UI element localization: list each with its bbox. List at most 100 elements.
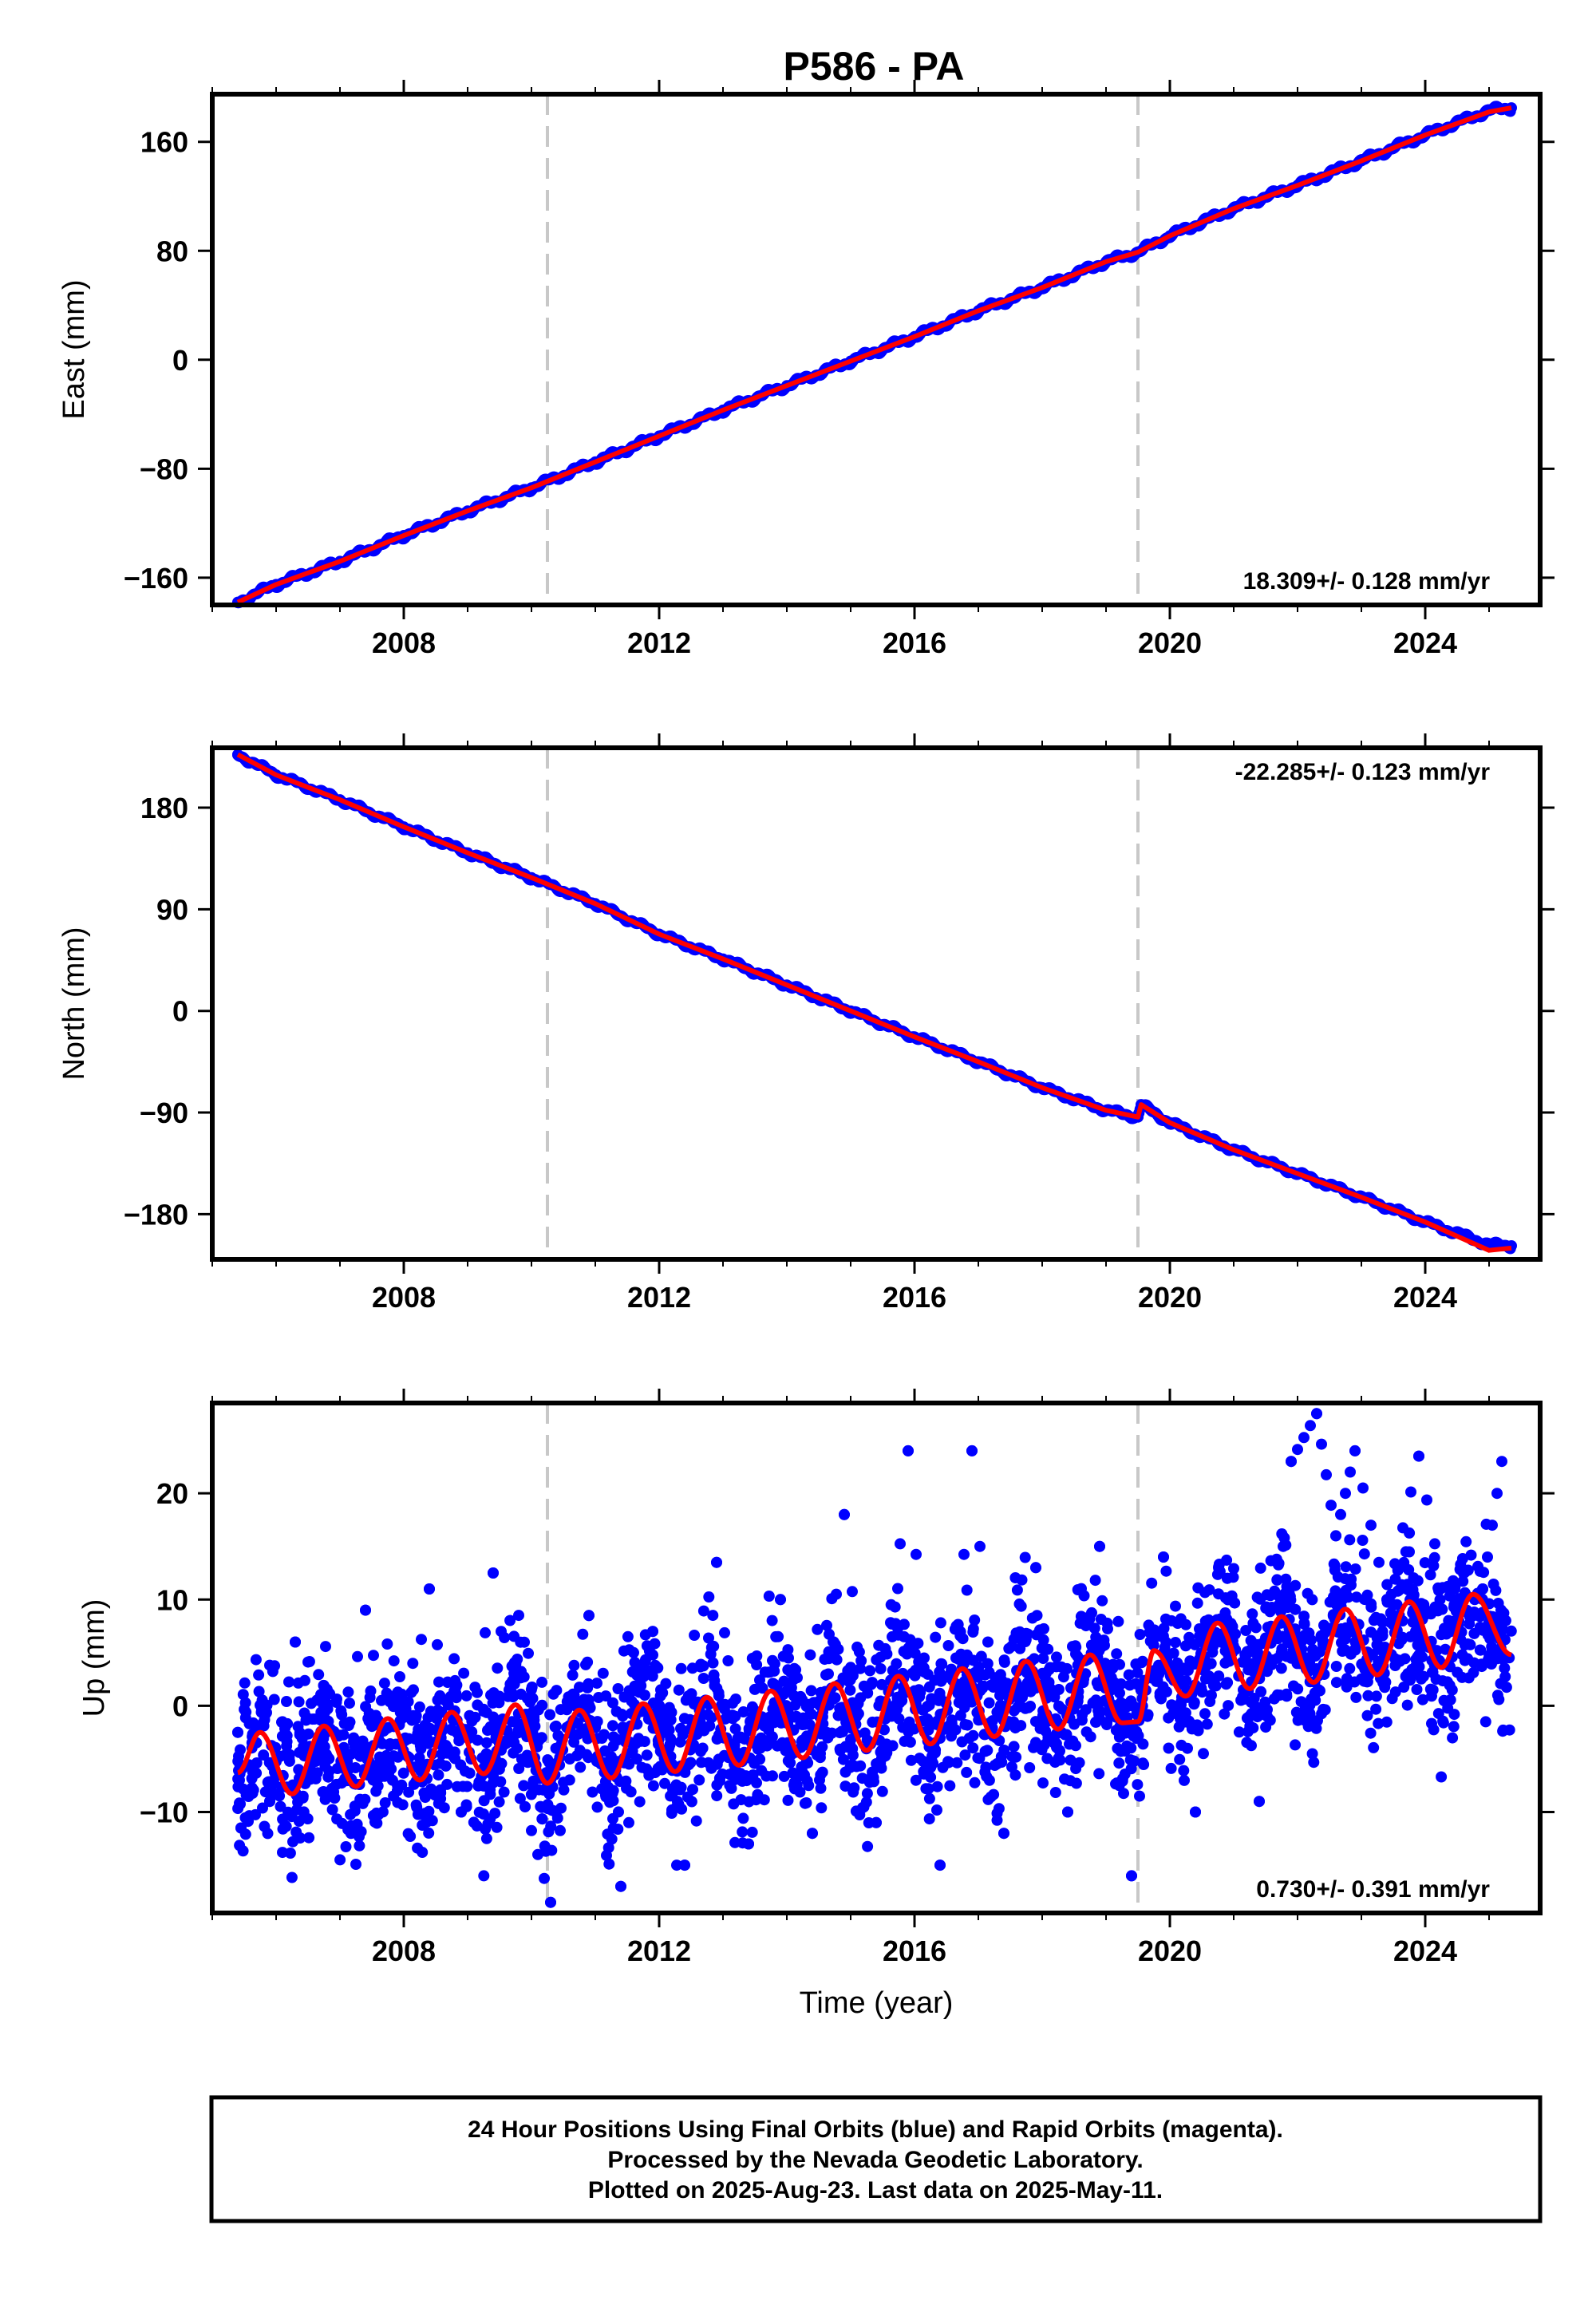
data-point: [1491, 1488, 1503, 1500]
plot-area: [212, 748, 1540, 1259]
data-point: [912, 1638, 924, 1650]
data-point: [1065, 1754, 1077, 1766]
data-point: [423, 1827, 435, 1839]
data-point: [381, 1687, 393, 1699]
data-point: [895, 1538, 906, 1550]
data-point: [1178, 1765, 1190, 1777]
data-point: [577, 1628, 589, 1640]
data-point: [379, 1797, 391, 1808]
data-point: [410, 1799, 422, 1811]
data-point: [239, 1828, 251, 1840]
data-point: [591, 1801, 603, 1813]
data-point: [1134, 1629, 1146, 1640]
data-point: [1411, 1684, 1423, 1695]
data-point: [991, 1808, 1003, 1820]
data-point: [607, 1740, 619, 1752]
data-point: [660, 1678, 672, 1690]
data-point: [480, 1626, 491, 1638]
data-point: [864, 1665, 876, 1677]
data-point: [282, 1717, 294, 1729]
data-point: [1093, 1768, 1105, 1780]
data-point: [1011, 1584, 1023, 1596]
data-point: [1370, 1690, 1382, 1702]
data-point: [1418, 1599, 1430, 1611]
data-point: [345, 1808, 357, 1820]
data-point: [974, 1753, 986, 1765]
data-point: [1329, 1585, 1341, 1597]
data-point: [961, 1584, 973, 1596]
data-point: [424, 1583, 435, 1595]
data-point: [1112, 1615, 1124, 1627]
data-point: [934, 1860, 946, 1871]
data-point: [1349, 1445, 1361, 1456]
data-point: [737, 1812, 749, 1824]
data-point: [422, 1737, 434, 1749]
data-point: [432, 1694, 444, 1706]
data-point: [1340, 1584, 1352, 1596]
data-point: [290, 1636, 301, 1648]
data-point: [526, 1824, 537, 1836]
data-point: [711, 1790, 723, 1802]
data-point: [1447, 1732, 1459, 1744]
data-point: [514, 1792, 526, 1804]
data-point: [239, 1812, 251, 1824]
data-point: [1491, 1690, 1503, 1701]
data-point: [536, 1676, 548, 1688]
data-point: [321, 1697, 333, 1709]
data-point: [283, 1676, 294, 1688]
data-point: [746, 1826, 758, 1838]
data-point: [547, 1805, 559, 1817]
data-point: [1436, 1771, 1448, 1783]
data-point: [1290, 1739, 1301, 1751]
data-point: [1311, 1408, 1322, 1420]
data-point: [1405, 1486, 1416, 1498]
data-point: [1286, 1456, 1297, 1468]
data-point: [480, 1823, 492, 1835]
data-point: [891, 1658, 903, 1670]
data-point: [1495, 1678, 1507, 1690]
data-point: [1010, 1751, 1022, 1763]
data-point: [368, 1650, 379, 1662]
data-point: [958, 1548, 970, 1560]
x-tick-label: 2012: [627, 1281, 691, 1314]
data-point: [388, 1655, 400, 1667]
data-point: [982, 1636, 994, 1648]
data-point: [1340, 1561, 1352, 1573]
data-point: [1170, 1600, 1181, 1612]
data-point: [480, 1832, 492, 1844]
data-point: [478, 1870, 490, 1882]
data-point: [967, 1626, 979, 1638]
data-point: [1165, 1762, 1177, 1774]
data-point: [1490, 1584, 1502, 1596]
data-point: [1190, 1806, 1201, 1818]
data-point: [831, 1654, 843, 1666]
data-point: [1186, 1723, 1198, 1735]
data-point: [1229, 1597, 1241, 1609]
data-point: [673, 1684, 685, 1696]
data-point: [777, 1650, 789, 1662]
data-point: [1480, 1518, 1492, 1530]
y-axis-label: East (mm): [57, 279, 91, 419]
data-point: [1428, 1559, 1440, 1571]
data-point: [775, 1594, 786, 1606]
data-point: [583, 1610, 595, 1622]
data-point: [518, 1780, 530, 1792]
data-point: [839, 1508, 850, 1520]
data-point: [536, 1801, 547, 1813]
velocity-label: -22.285+/- 0.123 mm/yr: [1235, 759, 1491, 785]
data-point: [622, 1630, 634, 1642]
velocity-label: 18.309+/- 0.128 mm/yr: [1243, 568, 1491, 595]
data-point: [1213, 1588, 1224, 1600]
data-point: [459, 1765, 471, 1777]
data-point: [1330, 1661, 1342, 1672]
data-point: [713, 1773, 725, 1784]
data-point: [931, 1804, 942, 1816]
data-point: [1482, 1551, 1493, 1563]
data-point: [719, 1626, 730, 1638]
data-point: [1464, 1638, 1476, 1650]
data-point: [855, 1655, 867, 1666]
data-point: [1373, 1556, 1385, 1568]
y-axis-label: North (mm): [57, 927, 91, 1080]
data-point: [294, 1746, 306, 1758]
